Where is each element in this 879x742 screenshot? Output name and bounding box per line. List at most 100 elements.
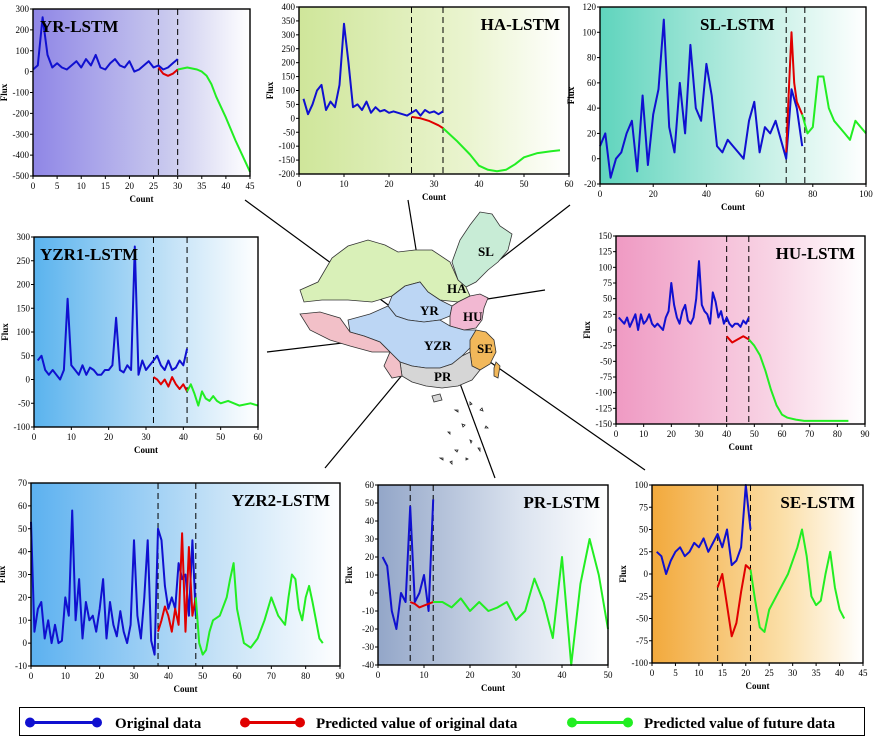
chart-sl: 0 20 40 60 80 100-20020406080100120CountFluxS… [566, 2, 873, 212]
y-tick-label: 0 [608, 325, 613, 335]
x-tick-label: 50 [520, 179, 530, 189]
series-original [618, 260, 750, 331]
x-tick-label: 0 [650, 668, 655, 678]
y-tick-label: 0 [644, 569, 649, 579]
y-axis-label: Flux [265, 81, 275, 99]
y-tick-label: -200 [279, 169, 296, 179]
y-tick-label: 200 [282, 58, 296, 68]
x-tick-label: 10 [61, 671, 71, 681]
series-predicted-original [157, 532, 197, 633]
y-tick-label: 200 [17, 280, 31, 290]
chart-title: HA-LSTM [481, 15, 560, 34]
y-tick-label: 50 [603, 294, 613, 304]
series-original [599, 18, 804, 179]
legend-marker-predicted-future-right [623, 717, 633, 728]
x-tick-label: 5 [55, 181, 60, 191]
series-predicted-future [433, 538, 609, 666]
x-tick-label: 20 [649, 189, 659, 199]
chart-yzr1: 0 10 20 30 40 50 60 -100 -50 0 50 100 150 200 250 300 Co… [0, 232, 263, 455]
chart-se: 0 5 10 15 20 25 30 35 40 45 -100 -75 -50 -25 0 25 50 75 10… [618, 480, 868, 691]
x-tick-label: 40 [835, 668, 845, 678]
chart-title: SL-LSTM [700, 15, 775, 34]
series-predicted-original [152, 376, 188, 392]
x-tick-label: 20 [385, 179, 395, 189]
y-tick-label: -100 [13, 88, 30, 98]
legend-item-predicted-future: Predicted value of future data [567, 716, 836, 732]
y-tick-label: 20 [365, 552, 375, 562]
x-tick-label: 25 [149, 181, 159, 191]
x-axis-label: Count [721, 202, 745, 212]
y-tick-label: 40 [18, 547, 28, 557]
y-tick-label: -100 [279, 141, 296, 151]
chart-title: YZR1-LSTM [40, 245, 138, 264]
y-tick-label: 60 [18, 501, 28, 511]
legend: Original data Predicted value of origina… [19, 707, 865, 736]
y-tick-label: 100 [583, 27, 597, 37]
map-label-hu: HU [463, 309, 483, 324]
legend-label-predicted-future: Predicted value of future data [644, 716, 836, 732]
y-tick-label: 100 [599, 262, 613, 272]
y-tick-label: 50 [286, 99, 296, 109]
x-tick-label: 70 [805, 429, 815, 439]
region-sw-strip [383, 351, 403, 379]
series-predicted-future [186, 383, 259, 407]
plot-background [378, 485, 608, 665]
island-hainan [431, 393, 443, 403]
x-axis-label: Count [481, 683, 505, 693]
x-tick-label: 10 [77, 181, 87, 191]
y-tick-label: -75 [636, 636, 648, 646]
y-tick-label: 0 [291, 113, 296, 123]
legend-marker-original-left [25, 717, 35, 728]
y-tick-label: -100 [596, 388, 613, 398]
y-tick-label: -400 [13, 150, 30, 160]
y-tick-label: 50 [639, 525, 649, 535]
y-tick-label: 200 [16, 25, 30, 35]
y-tick-label: 250 [17, 256, 31, 266]
x-tick-label: 0 [29, 671, 34, 681]
map-label-sl: SL [478, 244, 494, 259]
x-tick-label: 30 [512, 670, 522, 680]
x-tick-label: 70 [267, 671, 277, 681]
y-tick-label: -75 [600, 372, 612, 382]
y-tick-label: 0 [592, 154, 597, 164]
y-tick-label: 150 [282, 72, 296, 82]
plot-frame [599, 6, 867, 185]
charts: 0 5 10 15 20 25 30 35 40 45-500-400-300-200-10001… [0, 2, 873, 694]
island-taiwan [493, 361, 501, 379]
legend-item-predicted-original: Predicted value of original data [240, 716, 518, 732]
x-tick-label: 40 [179, 432, 189, 442]
connector-pr [454, 369, 496, 479]
x-axis-label: Count [745, 681, 769, 691]
x-tick-label: 40 [702, 189, 712, 199]
series-predicted-original [411, 115, 444, 129]
x-tick-label: 60 [565, 179, 575, 189]
y-tick-label: 100 [17, 327, 31, 337]
y-tick-label: -300 [13, 129, 30, 139]
plot-background [34, 237, 258, 427]
x-tick-label: 20 [95, 671, 105, 681]
y-tick-label: -500 [13, 171, 30, 181]
map-label-ha: HA [447, 281, 467, 296]
x-tick-label: 10 [639, 429, 649, 439]
region-pr [399, 351, 481, 389]
y-tick-label: 0 [25, 67, 30, 77]
y-tick-label: 50 [21, 351, 31, 361]
x-tick-label: 20 [741, 668, 751, 678]
x-tick-label: 80 [808, 189, 818, 199]
x-axis-label: Count [134, 445, 158, 455]
y-tick-label: 150 [17, 303, 31, 313]
x-tick-label: 10 [67, 432, 77, 442]
y-tick-label: 20 [18, 592, 28, 602]
y-tick-label: 100 [635, 480, 649, 490]
x-tick-label: 10 [694, 668, 704, 678]
series-predicted-original [725, 335, 750, 344]
plot-background [600, 7, 866, 184]
x-tick-label: 100 [859, 189, 873, 199]
map-label-yzr: YZR [424, 338, 452, 353]
y-tick-label: 60 [365, 480, 375, 490]
x-tick-label: 40 [475, 179, 485, 189]
chart-yr: 0 5 10 15 20 25 30 35 40 45 -500 -400 -300 -200 -100 0 1… [0, 4, 255, 204]
chart-title: HU-LSTM [776, 244, 855, 263]
series-predicted-future [748, 338, 849, 422]
